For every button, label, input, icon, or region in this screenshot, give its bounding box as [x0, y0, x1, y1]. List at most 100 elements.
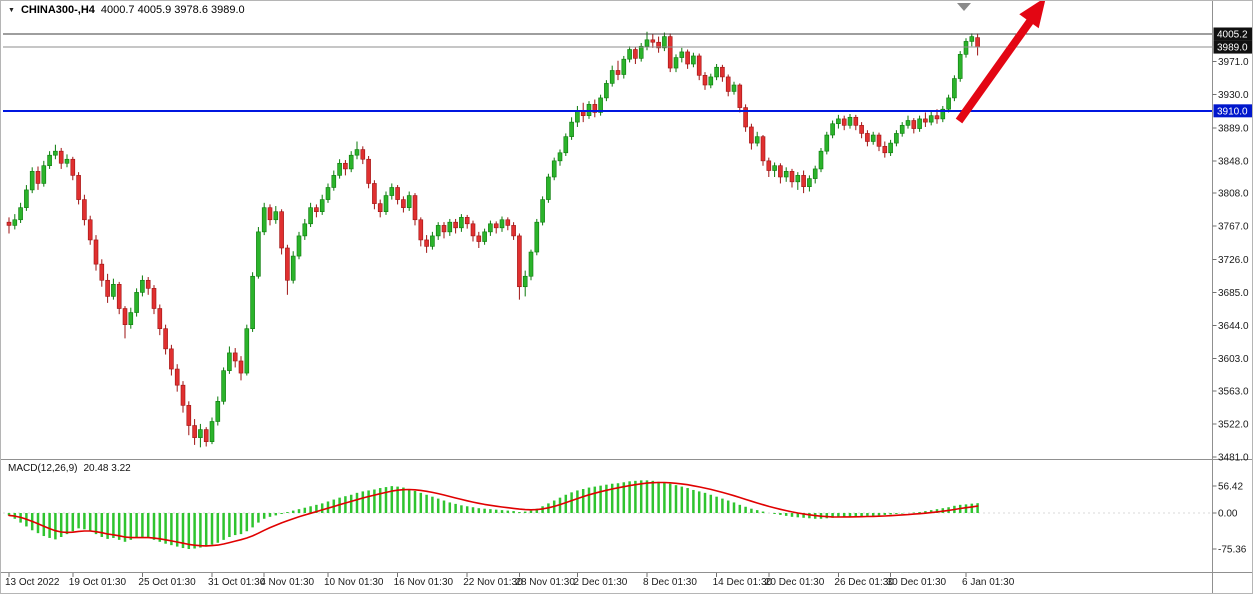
macd-header: MACD(12,26,9) 20.48 3.22	[8, 463, 131, 474]
candle	[708, 76, 714, 86]
candle	[401, 199, 406, 208]
candle	[824, 134, 830, 152]
candle	[99, 263, 105, 281]
candle	[122, 308, 128, 325]
arrow-shaft	[955, 17, 1035, 124]
candle	[87, 219, 93, 241]
candle	[93, 239, 99, 265]
symbol-dropdown-icon[interactable]: ▼	[8, 6, 15, 14]
candle	[830, 123, 835, 136]
candle	[395, 187, 400, 200]
candle	[319, 199, 325, 212]
candle	[24, 189, 29, 208]
candle	[435, 225, 441, 237]
candle	[76, 175, 81, 200]
candle	[360, 149, 366, 160]
candle	[894, 133, 899, 144]
candle	[116, 284, 122, 309]
candle	[418, 219, 424, 241]
candle	[789, 171, 795, 183]
price-tick-label: 3848.0	[1218, 156, 1249, 167]
macd-tick-label: -75.36	[1218, 545, 1247, 556]
candle	[546, 176, 551, 200]
candle	[493, 223, 499, 229]
candle	[447, 221, 453, 233]
time-label: 2 Dec 01:30	[573, 577, 627, 588]
candle	[163, 328, 168, 350]
price-tick-label: 3808.0	[1218, 189, 1249, 200]
candle	[841, 118, 847, 126]
candle	[354, 149, 360, 156]
ohlc-values: 4000.7 4005.9 3978.6 3989.0	[100, 4, 245, 16]
candle	[250, 275, 255, 329]
candle	[517, 235, 522, 288]
time-label: 22 Nov 01:30	[463, 577, 523, 588]
candle	[261, 207, 267, 233]
candle	[203, 429, 209, 442]
candle	[441, 225, 447, 233]
candle	[331, 175, 337, 188]
price-tick-label: 3481.0	[1218, 453, 1249, 464]
candle	[847, 116, 853, 126]
candle	[766, 160, 772, 171]
candle	[232, 352, 238, 362]
candle	[685, 51, 690, 65]
candle	[221, 370, 226, 402]
candle	[696, 55, 702, 76]
candle	[453, 221, 458, 229]
candle	[464, 217, 470, 225]
candle	[783, 171, 789, 178]
time-label: 28 Nov 01:30	[515, 577, 575, 588]
candle	[273, 211, 279, 221]
candle	[64, 158, 70, 164]
trend-arrow-annotation[interactable]	[955, 1, 1046, 124]
candle	[952, 78, 957, 99]
symbol-timeframe-label: CHINA300-,H4	[20, 4, 95, 16]
candle	[853, 116, 859, 126]
candle	[459, 217, 464, 229]
time-axis[interactable]: 13 Oct 2022 19 Oct 01:30 25 Oct 01:30 31 Oc…	[5, 573, 1015, 588]
price-tick-label: 3603.0	[1218, 354, 1249, 365]
price-axis[interactable]: 3971.0 3930.0 3889.0 3848.0 3808.0 3767.0 3726…	[1212, 27, 1253, 464]
candle	[70, 158, 76, 176]
price-badge-label: 4005.2	[1217, 30, 1248, 41]
candle	[18, 207, 23, 221]
candle	[6, 221, 12, 226]
price-tick-label: 3522.0	[1218, 419, 1249, 430]
candle	[731, 84, 737, 92]
candle	[870, 134, 876, 142]
candle	[818, 150, 824, 170]
candle	[725, 76, 731, 92]
candle	[899, 125, 905, 134]
candle	[714, 66, 719, 78]
candle	[522, 275, 528, 288]
candle	[905, 120, 911, 126]
price-tick-label: 3563.0	[1218, 386, 1249, 397]
candle	[691, 55, 696, 65]
candle	[772, 165, 777, 171]
macd-axis[interactable]: 56.42 0.00 -75.36	[1212, 481, 1247, 556]
candle	[778, 165, 783, 178]
candle	[859, 125, 864, 134]
candle	[343, 162, 348, 170]
candle	[917, 118, 922, 129]
candle	[238, 360, 244, 374]
candle	[285, 247, 290, 281]
time-label: 26 Dec 01:30	[834, 577, 894, 588]
candle	[58, 150, 64, 164]
candle	[957, 54, 963, 79]
candle	[911, 120, 917, 129]
price-tick-label: 3726.0	[1218, 255, 1249, 266]
candle	[702, 75, 708, 86]
time-label: 10 Nov 01:30	[324, 577, 384, 588]
candle	[836, 118, 841, 125]
time-label: 13 Oct 2022	[5, 577, 60, 588]
candle	[244, 328, 250, 374]
candle	[621, 58, 627, 75]
candle	[53, 150, 58, 156]
candle	[749, 126, 754, 144]
candle	[737, 84, 743, 108]
candle	[662, 36, 667, 49]
candle	[928, 115, 934, 123]
